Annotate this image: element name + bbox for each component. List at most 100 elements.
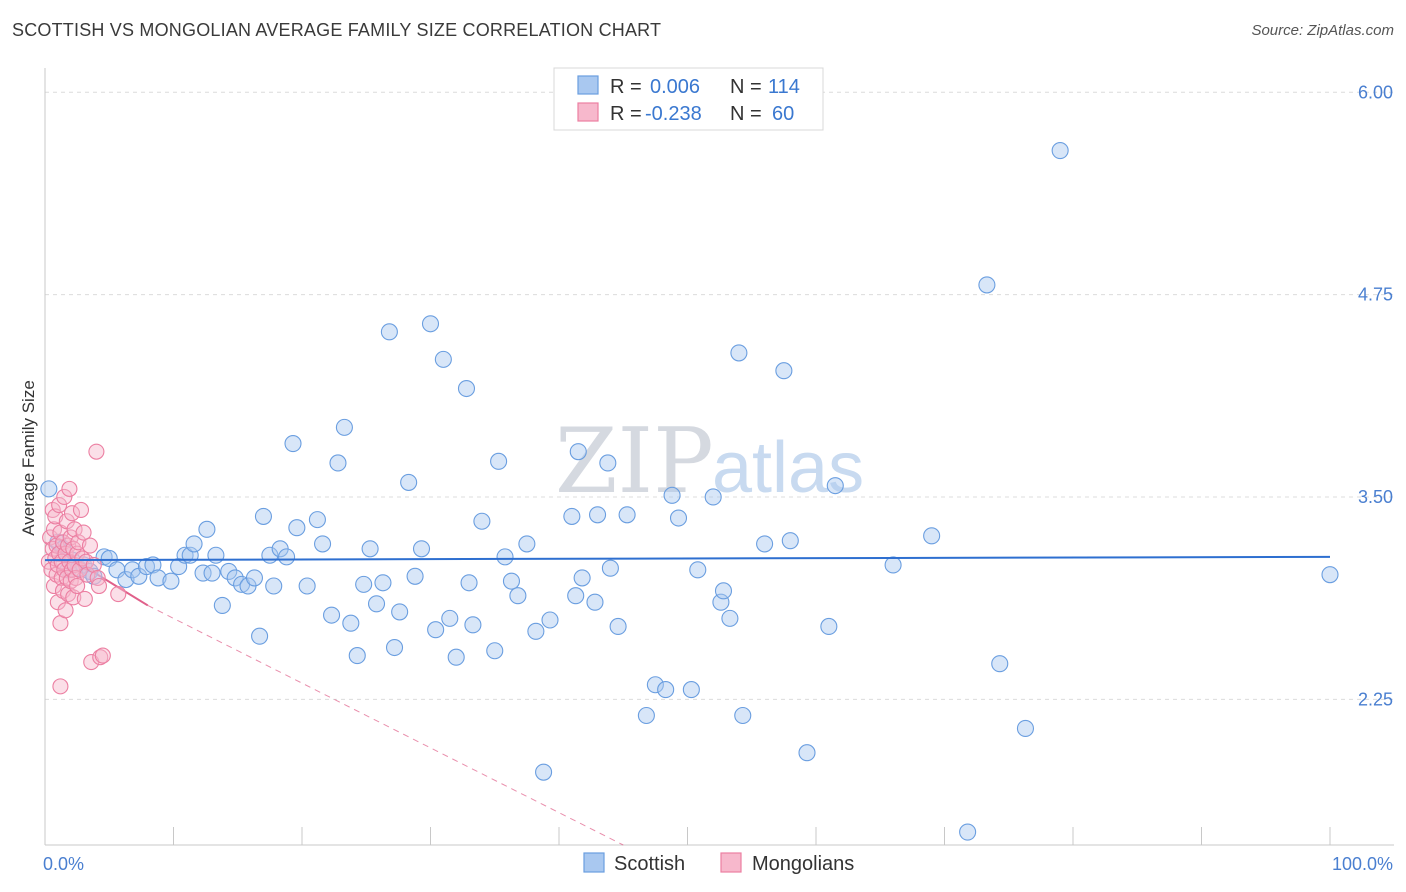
- data-point: [288, 519, 306, 537]
- data-point: [646, 676, 664, 694]
- data-point: [335, 418, 353, 436]
- data-point: [734, 706, 752, 725]
- r-label: R =: [610, 76, 642, 98]
- data-point: [374, 574, 392, 592]
- data-point: [323, 606, 341, 624]
- data-point: [637, 706, 655, 725]
- legend-label-mongolians: Mongolians: [752, 853, 854, 875]
- data-point: [959, 823, 977, 841]
- data-point: [117, 570, 135, 589]
- data-point: [85, 556, 102, 574]
- data-point: [194, 564, 212, 582]
- data-point: [567, 587, 585, 605]
- data-point: [682, 681, 700, 699]
- trend-line-solid: [44, 555, 1331, 562]
- series-legend: Scottish Mongolians: [583, 852, 854, 875]
- chart-title: SCOTTISH VS MONGOLIAN AVERAGE FAMILY SIZ…: [12, 20, 662, 40]
- x-tick-label-start: 0.0%: [43, 854, 84, 874]
- data-point: [820, 617, 838, 636]
- data-point: [588, 506, 607, 524]
- stats-row-mongolians: R = -0.238 N = 60: [577, 102, 794, 125]
- data-point: [380, 323, 398, 341]
- data-point: [1016, 719, 1035, 738]
- data-point: [586, 593, 604, 611]
- data-point: [657, 681, 675, 699]
- data-point: [689, 561, 707, 579]
- data-point: [110, 586, 127, 603]
- data-point: [226, 569, 244, 587]
- data-point: [1051, 142, 1069, 160]
- data-point: [457, 379, 476, 398]
- data-point: [518, 535, 536, 553]
- trend-line-dashed: [147, 604, 624, 846]
- data-point: [798, 744, 816, 762]
- trend-line-mongolians: [44, 541, 624, 846]
- data-point: [76, 590, 93, 608]
- data-point: [66, 521, 83, 538]
- data-point: [61, 480, 78, 497]
- data-point: [490, 452, 508, 470]
- data-point: [72, 501, 90, 518]
- data-point: [447, 648, 465, 666]
- data-point: [406, 567, 424, 585]
- data-point: [541, 611, 559, 629]
- data-point: [284, 434, 302, 453]
- trend-line-solid: [44, 541, 149, 607]
- data-point: [203, 564, 221, 582]
- stats-legend: R = 0.006 N = 114 R = -0.238 N = 60: [553, 67, 824, 131]
- data-point: [509, 587, 527, 605]
- data-point: [51, 497, 68, 514]
- data-point: [89, 569, 106, 586]
- watermark-zip: ZIP: [555, 409, 714, 514]
- data-point: [245, 569, 264, 587]
- mongolians-swatch: [577, 102, 599, 122]
- legend-swatch-mongolians: [720, 852, 742, 873]
- data-point: [601, 559, 619, 577]
- data-point: [92, 649, 109, 666]
- data-point: [40, 480, 58, 498]
- data-point: [298, 577, 316, 595]
- data-point: [460, 574, 478, 592]
- data-point: [348, 647, 366, 665]
- data-point: [198, 520, 216, 538]
- data-point: [434, 350, 452, 368]
- data-point: [185, 535, 203, 553]
- data-point: [1321, 566, 1339, 584]
- data-point: [486, 642, 504, 660]
- n-value: 60: [772, 103, 794, 125]
- data-point: [609, 617, 627, 636]
- x-tick-label-end: 100.0%: [1332, 854, 1393, 874]
- data-point: [367, 595, 386, 613]
- data-point: [978, 276, 996, 294]
- data-point: [569, 443, 587, 461]
- y-tick-label: 4.75: [1358, 285, 1393, 305]
- series-scottish-points: [40, 142, 1339, 841]
- x-tick-labels: 0.0% 100.0%: [43, 854, 1393, 874]
- data-point: [94, 647, 111, 664]
- data-point: [756, 535, 774, 553]
- data-point: [826, 477, 844, 495]
- data-point: [573, 569, 591, 587]
- legend-label-scottish: Scottish: [614, 853, 685, 875]
- axes: [44, 68, 1394, 846]
- data-point: [464, 616, 482, 634]
- data-point: [213, 596, 231, 614]
- data-point: [427, 621, 445, 639]
- data-point: [884, 556, 902, 574]
- data-point: [473, 512, 491, 530]
- data-point: [251, 627, 269, 645]
- data-point: [342, 614, 360, 632]
- data-point: [56, 488, 73, 506]
- data-point: [714, 582, 733, 600]
- data-point: [137, 558, 156, 576]
- data-point: [730, 344, 748, 362]
- data-point: [254, 507, 273, 525]
- data-point: [441, 609, 459, 627]
- data-point: [278, 548, 296, 566]
- y-tick-labels: 2.25 3.50 4.75 6.00: [1358, 82, 1393, 709]
- data-point: [69, 577, 86, 595]
- y-tick-label: 6.00: [1358, 82, 1393, 102]
- data-point: [563, 507, 581, 525]
- r-value: 0.006: [650, 76, 700, 98]
